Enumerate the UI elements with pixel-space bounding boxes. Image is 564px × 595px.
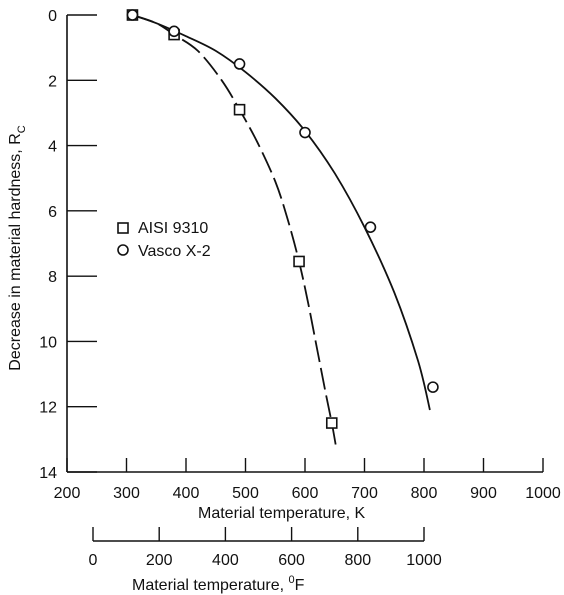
y-tick-label-0: 0	[48, 8, 57, 25]
legend: AISI 9310 Vasco X-2	[117, 220, 211, 260]
y-tick-label-4: 4	[48, 139, 57, 156]
point-vasco-x-2-1	[168, 25, 180, 38]
x2-tick-label-0: 0	[89, 552, 98, 569]
plot-area	[126, 9, 439, 447]
x-tick-label-400: 400	[173, 485, 200, 502]
x-axis-title: Material temperature, K	[198, 505, 366, 522]
point-vasco-x-2-2	[233, 58, 246, 70]
point-vasco-x-2-5	[427, 381, 439, 393]
legend-label-aisi-9310: AISI 9310	[138, 220, 208, 237]
x2-axis-title-unit: F	[295, 577, 305, 594]
y-tick-label-2: 2	[48, 73, 57, 90]
x-tick-label-300: 300	[113, 485, 140, 502]
legend-label-vasco-x2: Vasco X-2	[138, 243, 211, 260]
y-axis-title: Decrease in material hardness, RC	[7, 125, 28, 370]
y-tick-label-14: 14	[39, 465, 57, 482]
y-tick-label-8: 8	[48, 269, 57, 286]
x-tick-label-500: 500	[232, 485, 259, 502]
point-aisi-9310-4	[325, 417, 338, 429]
point-aisi-9310-2	[233, 103, 246, 116]
y-axis-title-main: Decrease in material hardness, R	[7, 133, 24, 370]
x2-tick-label-1000: 1000	[406, 552, 442, 569]
legend-marker-aisi-9310	[117, 222, 129, 234]
x-axis-title-unit: K	[355, 505, 366, 522]
x-axis-title-main: Material temperature,	[198, 505, 355, 522]
point-aisi-9310-3	[293, 255, 305, 268]
x2-tick-label-200: 200	[146, 552, 173, 569]
y-tick-label-10: 10	[39, 334, 57, 351]
x2-axis-title-sup: 0	[289, 574, 295, 586]
x2-tick-label-800: 800	[344, 552, 371, 569]
series-line-vasco-x-2	[132, 14, 431, 411]
legend-marker-vasco-x2	[117, 244, 129, 256]
x2-tick-label-400: 400	[212, 552, 239, 569]
point-vasco-x-2-0	[126, 9, 139, 21]
point-vasco-x-2-3	[299, 126, 311, 139]
x-tick-label-1000: 1000	[525, 485, 561, 502]
x2-axis-title-main: Material temperature,	[132, 577, 289, 594]
y-axis-title-sub: C	[16, 125, 28, 133]
x2-tick-label-600: 600	[278, 552, 305, 569]
series-line-aisi-9310	[132, 14, 337, 447]
x2-axis-title: Material temperature, 0F	[132, 574, 305, 594]
axis-titles: Material temperature, K Material tempera…	[7, 125, 366, 594]
x-tick-label-200: 200	[54, 485, 81, 502]
axes: 0 2 4 6 8 10 12 14 200 300 400 500 600 700 800 900 1000 0…	[39, 8, 561, 569]
y-tick-label-6: 6	[48, 204, 57, 221]
x-tick-label-800: 800	[411, 485, 438, 502]
x-tick-label-900: 900	[470, 485, 497, 502]
point-vasco-x-2-4	[364, 221, 377, 233]
y-tick-label-12: 12	[39, 400, 57, 417]
x-tick-label-700: 700	[351, 485, 378, 502]
x-tick-label-600: 600	[292, 485, 319, 502]
